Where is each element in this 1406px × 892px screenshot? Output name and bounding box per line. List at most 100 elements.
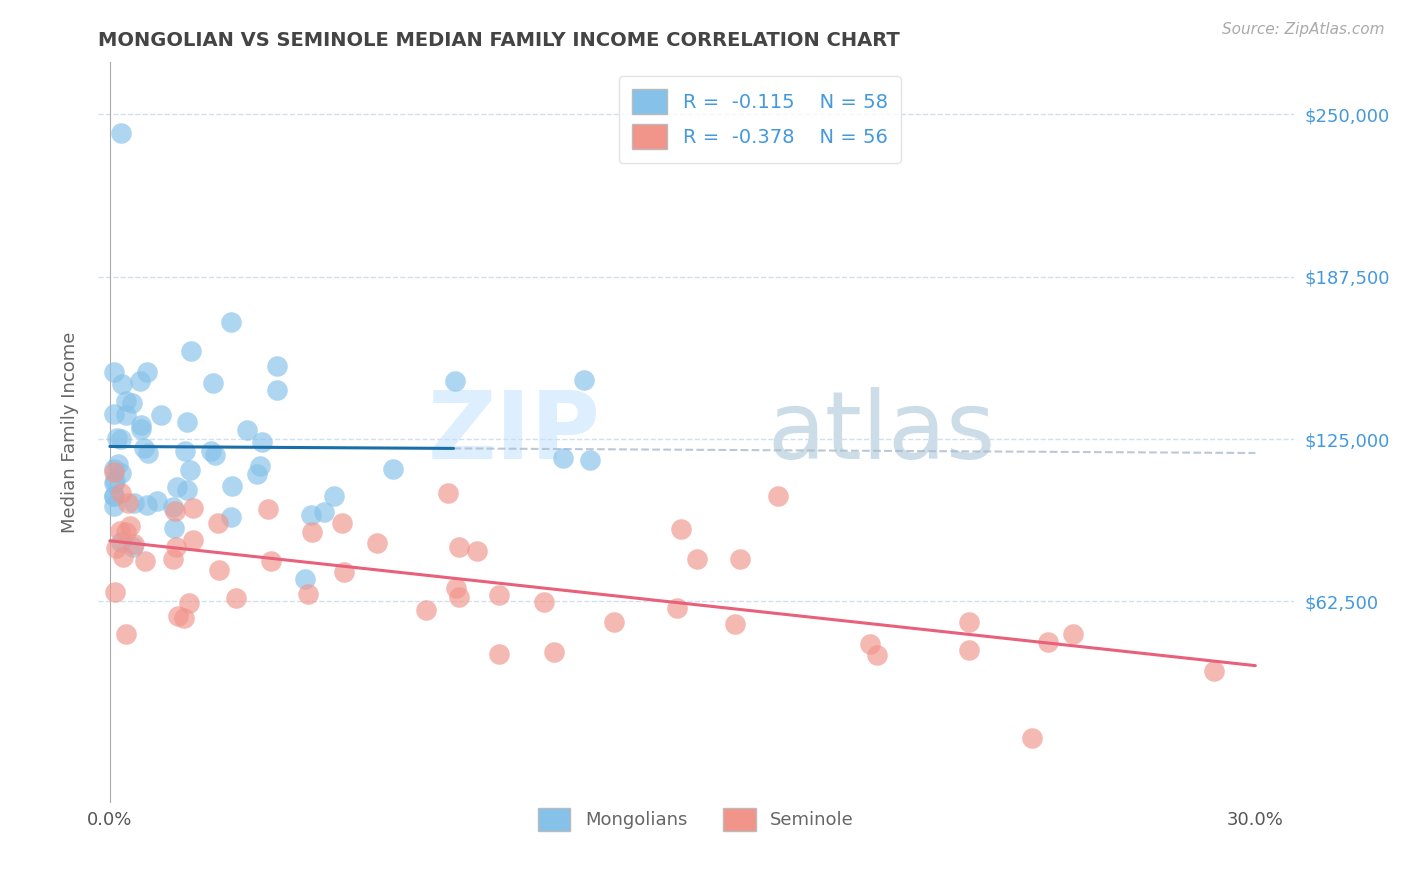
Point [446,581,468,595]
Point [105,431,128,445]
Point [447,540,470,554]
Point [103,461,125,475]
Point [129,417,152,432]
Point [572,373,595,387]
Point [183,501,205,516]
Point [723,617,745,632]
Point [110,486,132,500]
Point [236,423,259,437]
Point [173,611,195,625]
Point [382,461,405,475]
Point [115,525,138,540]
Point [219,315,242,329]
Point [132,441,155,455]
Point [103,476,125,491]
Point [1038,634,1060,648]
Text: MONGOLIAN VS SEMINOLE MEDIAN FAMILY INCOME CORRELATION CHART: MONGOLIAN VS SEMINOLE MEDIAN FAMILY INCO… [98,30,900,50]
Point [103,475,125,489]
Point [174,444,197,458]
Point [533,595,555,609]
Point [219,509,242,524]
Point [163,504,186,518]
Point [115,393,138,408]
Point [121,396,143,410]
Point [136,446,159,460]
Point [200,444,222,458]
Point [110,466,132,480]
Point [103,499,125,513]
Point [543,645,565,659]
Point [162,500,184,515]
Text: Source: ZipAtlas.com: Source: ZipAtlas.com [1222,22,1385,37]
Point [129,422,152,436]
Point [322,489,344,503]
Point [122,540,145,554]
Point [103,366,125,380]
Text: ZIP: ZIP [427,386,600,479]
Point [488,647,510,661]
Point [128,374,150,388]
Point [266,383,288,397]
Point [122,537,145,551]
Point [449,590,471,604]
Point [167,609,190,624]
Point [204,448,226,462]
Point [177,596,200,610]
Point [301,524,323,539]
Point [135,498,157,512]
Text: atlas: atlas [768,386,995,479]
Point [111,376,134,391]
Point [294,573,316,587]
Point [1204,664,1226,678]
Point [117,495,139,509]
Point [250,435,273,450]
Point [666,600,689,615]
Point [163,521,186,535]
Point [312,505,335,519]
Point [110,126,132,140]
Point [266,359,288,373]
Point [551,450,574,465]
Point [225,591,247,606]
Point [150,408,173,422]
Y-axis label: Median Family Income: Median Family Income [60,332,79,533]
Point [1062,627,1084,641]
Point [115,626,138,640]
Point [103,489,125,503]
Point [104,585,127,599]
Legend: Mongolians, Seminole: Mongolians, Seminole [530,800,862,838]
Point [686,552,709,566]
Point [246,467,269,481]
Point [207,516,229,530]
Point [183,533,205,548]
Point [465,544,488,558]
Point [859,637,882,651]
Point [110,432,132,446]
Point [332,516,354,531]
Point [249,458,271,473]
Point [208,564,231,578]
Point [122,496,145,510]
Point [103,489,125,503]
Point [180,343,202,358]
Point [162,552,184,566]
Point [333,565,356,579]
Point [579,453,602,467]
Point [134,554,156,568]
Point [488,588,510,602]
Point [260,554,283,568]
Point [110,524,132,539]
Point [118,518,141,533]
Point [415,603,437,617]
Point [221,479,243,493]
Point [105,541,128,556]
Point [299,508,322,522]
Point [669,522,692,536]
Point [957,643,980,657]
Point [103,465,125,479]
Point [297,587,319,601]
Point [166,480,188,494]
Point [257,501,280,516]
Point [366,536,388,550]
Point [1021,731,1043,745]
